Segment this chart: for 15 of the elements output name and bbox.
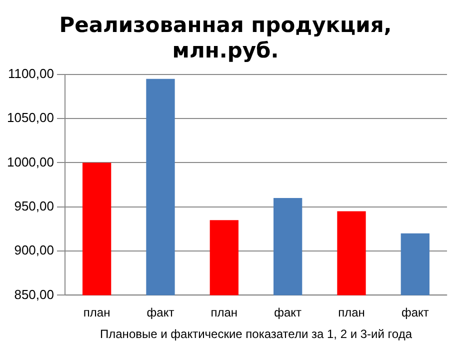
x-tick-label: план [338,306,365,320]
y-tick-label: 850,00 [14,286,54,302]
x-tick-label: факт [146,306,175,320]
y-tick-label: 1000,00 [6,154,54,170]
x-tick-label: план [83,306,110,320]
text: млн.руб. [172,38,279,62]
x-axis-title: Плановые и фактические показатели за 1, 2 и 3-ий года [100,327,412,342]
y-tick-label: 1050,00 [6,110,54,126]
y-tick-label: 950,00 [14,198,54,214]
y-tick-label: 900,00 [14,242,54,258]
x-tick-label: факт [401,306,430,320]
x-tick-label: факт [274,306,302,320]
text: Реализованная продукция, [59,13,392,38]
y-tick-label: 1100,00 [8,66,54,81]
x-tick-label: план [210,306,238,320]
